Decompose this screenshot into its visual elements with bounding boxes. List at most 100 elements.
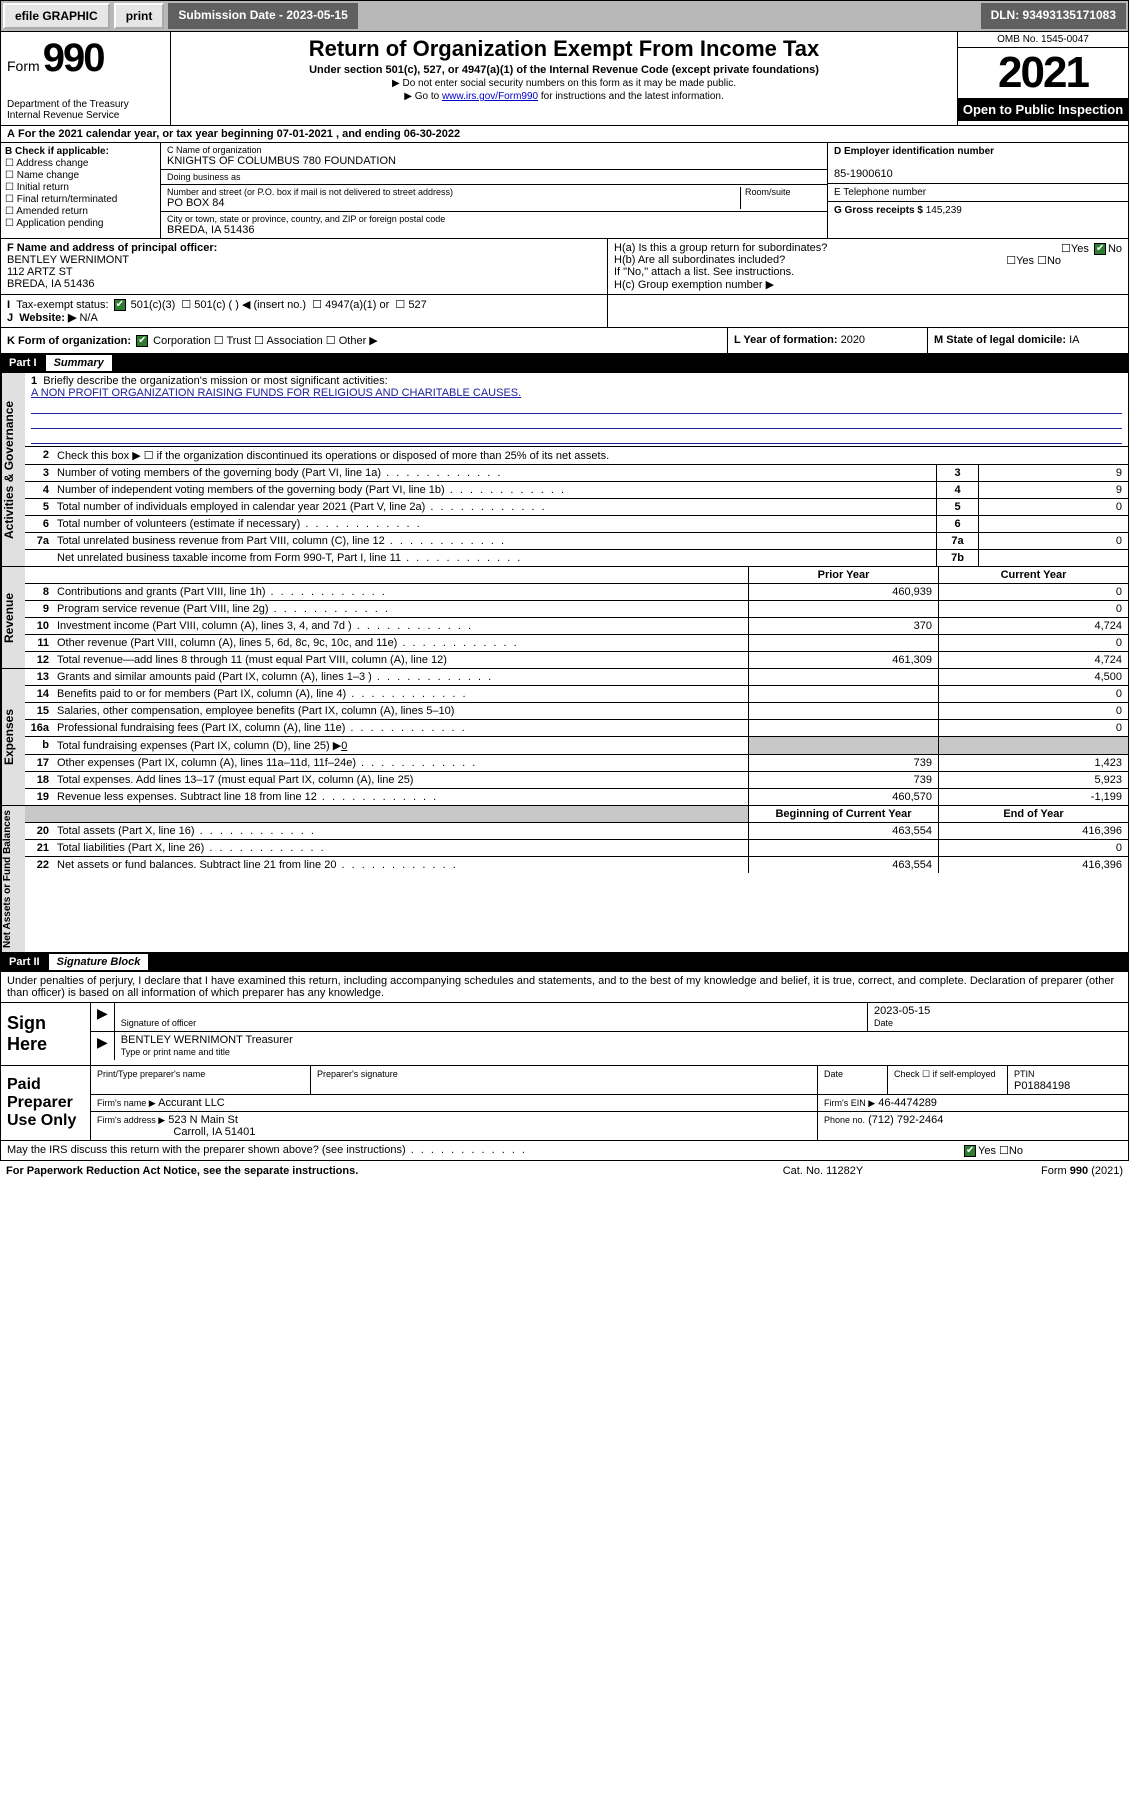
tax-year: 2021 (958, 48, 1128, 98)
v7b (978, 550, 1128, 566)
street: PO BOX 84 (167, 197, 736, 209)
c9: 0 (938, 601, 1128, 617)
part1-header: Part I Summary (0, 354, 1129, 373)
p13 (748, 669, 938, 685)
p20: 463,554 (748, 823, 938, 839)
line12: Total revenue—add lines 8 through 11 (mu… (53, 652, 748, 668)
klm-row: K Form of organization: Corporation ☐ Tr… (0, 328, 1129, 354)
line9: Program service revenue (Part VIII, line… (53, 601, 748, 617)
side-netassets: Net Assets or Fund Balances (1, 806, 25, 952)
arrow-icon: ▶ (91, 1032, 115, 1060)
p22: 463,554 (748, 857, 938, 873)
efile-graphic-button[interactable]: efile GRAPHIC (3, 3, 110, 29)
irs-link[interactable]: www.irs.gov/Form990 (442, 91, 538, 102)
prior-year-hdr: Prior Year (748, 567, 938, 583)
website-label: Website: ▶ (19, 312, 76, 324)
form-number: 990 (43, 36, 104, 80)
city-label: City or town, state or province, country… (167, 214, 821, 224)
line8: Contributions and grants (Part VIII, lin… (53, 584, 748, 600)
c8: 0 (938, 584, 1128, 600)
p16a (748, 720, 938, 736)
line14: Benefits paid to or for members (Part IX… (53, 686, 748, 702)
hb-label: H(b) Are all subordinates included? (614, 254, 785, 266)
goto-line: ▶ Go to www.irs.gov/Form990 for instruct… (181, 91, 947, 102)
form-title: Return of Organization Exempt From Incom… (181, 36, 947, 62)
form-header: Form 990 Department of the Treasury Inte… (0, 32, 1129, 126)
c14: 0 (938, 686, 1128, 702)
telephone-label: E Telephone number (834, 187, 926, 198)
officer-addr2: BREDA, IA 51436 (7, 278, 94, 290)
form-ref: Form 990 (2021) (923, 1165, 1123, 1177)
sign-here-label: Sign Here (1, 1003, 91, 1065)
p15 (748, 703, 938, 719)
end-year-hdr: End of Year (938, 806, 1128, 822)
firm-name: Accurant LLC (158, 1097, 225, 1109)
c16a: 0 (938, 720, 1128, 736)
c15: 0 (938, 703, 1128, 719)
hc-label: H(c) Group exemption number ▶ (614, 278, 1122, 291)
c20: 416,396 (938, 823, 1128, 839)
side-expenses: Expenses (1, 669, 25, 805)
ptin: P01884198 (1014, 1080, 1070, 1092)
p17: 739 (748, 755, 938, 771)
tax-period: A For the 2021 calendar year, or tax yea… (0, 126, 1129, 143)
line20: Total assets (Part X, line 16) (53, 823, 748, 839)
ha-no-checkbox[interactable] (1094, 243, 1106, 255)
line16a: Professional fundraising fees (Part IX, … (53, 720, 748, 736)
gross-receipts: 145,239 (926, 205, 962, 216)
ssn-warning: ▶ Do not enter social security numbers o… (181, 78, 947, 89)
efile-topbar: efile GRAPHIC print Submission Date - 20… (0, 0, 1129, 32)
form-subtitle: Under section 501(c), 527, or 4947(a)(1)… (181, 64, 947, 76)
check-if-applicable: B Check if applicable: ☐ Address change … (1, 143, 161, 238)
catalog-no: Cat. No. 11282Y (723, 1165, 923, 1177)
dln: DLN: 93493135171083 (981, 3, 1126, 29)
p21 (748, 840, 938, 856)
c19: -1,199 (938, 789, 1128, 805)
tax-exempt-label: Tax-exempt status: (16, 299, 108, 311)
room-label: Room/suite (745, 187, 821, 197)
ein-label: D Employer identification number (834, 146, 994, 157)
v3: 9 (978, 465, 1128, 481)
sig-date: 2023-05-15 (874, 1005, 930, 1017)
line15: Salaries, other compensation, employee b… (53, 703, 748, 719)
line18: Total expenses. Add lines 13–17 (must eq… (53, 772, 748, 788)
line17: Other expenses (Part IX, column (A), lin… (53, 755, 748, 771)
ein: 85-1900610 (834, 168, 893, 180)
begin-year-hdr: Beginning of Current Year (748, 806, 938, 822)
ha-label: H(a) Is this a group return for subordin… (614, 242, 827, 254)
discuss-question: May the IRS discuss this return with the… (7, 1144, 962, 1157)
p11 (748, 635, 938, 651)
corp-checkbox[interactable] (136, 335, 148, 347)
line7b: Net unrelated business taxable income fr… (53, 550, 936, 566)
page-footer: For Paperwork Reduction Act Notice, see … (0, 1161, 1129, 1181)
website: N/A (79, 312, 97, 324)
p9 (748, 601, 938, 617)
c17: 1,423 (938, 755, 1128, 771)
pra-notice: For Paperwork Reduction Act Notice, see … (6, 1165, 723, 1177)
line22: Net assets or fund balances. Subtract li… (53, 857, 748, 873)
discuss-yes-checkbox[interactable] (964, 1145, 976, 1157)
submission-date: Submission Date - 2023-05-15 (168, 3, 357, 29)
firm-ein: 46-4474289 (878, 1097, 937, 1109)
v7a: 0 (978, 533, 1128, 549)
line10: Investment income (Part VIII, column (A)… (53, 618, 748, 634)
p16b (748, 737, 938, 754)
firm-addr2: Carroll, IA 51401 (173, 1126, 255, 1138)
c22: 416,396 (938, 857, 1128, 873)
line21: Total liabilities (Part X, line 26) (53, 840, 748, 856)
form-prefix: Form (7, 58, 40, 74)
v6 (978, 516, 1128, 532)
line11: Other revenue (Part VIII, column (A), li… (53, 635, 748, 651)
officer-name: BENTLEY WERNIMONT (7, 254, 129, 266)
officer-addr1: 112 ARTZ ST (7, 266, 73, 278)
c16b (938, 737, 1128, 754)
c13: 4,500 (938, 669, 1128, 685)
print-button[interactable]: print (114, 3, 165, 29)
line3: Number of voting members of the governin… (53, 465, 936, 481)
firm-addr1: 523 N Main St (168, 1114, 238, 1126)
501c3-checkbox[interactable] (114, 299, 126, 311)
v4: 9 (978, 482, 1128, 498)
mission-text: A NON PROFIT ORGANIZATION RAISING FUNDS … (31, 387, 521, 399)
side-revenue: Revenue (1, 567, 25, 668)
p10: 370 (748, 618, 938, 634)
